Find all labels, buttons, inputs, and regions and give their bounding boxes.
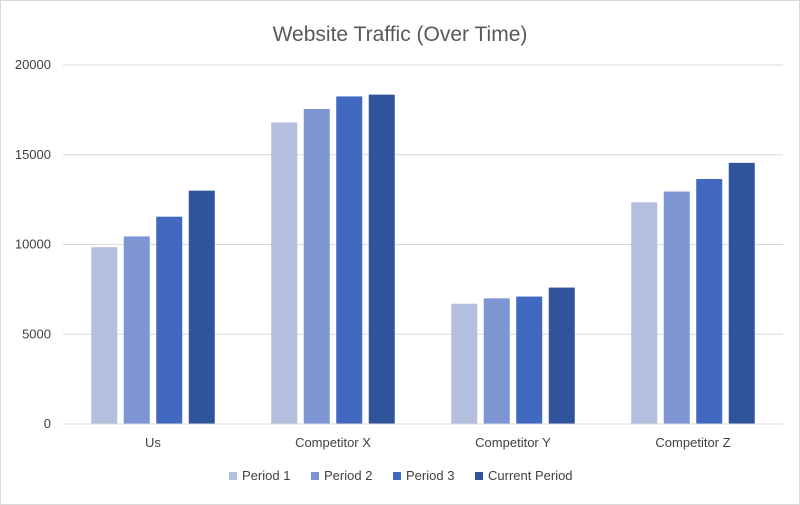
legend: Period 1 Period 2 Period 3 Current Period [229, 468, 573, 483]
legend-label: Period 1 [242, 468, 290, 483]
bar-period-2-competitor-z [663, 191, 690, 424]
legend-swatch [229, 472, 237, 480]
bar-current-period-competitor-x [368, 94, 395, 425]
x-category-label: Competitor Y [475, 435, 551, 450]
legend-label: Period 2 [324, 468, 372, 483]
bar-current-period-competitor-z [728, 162, 755, 424]
bar-period-3-us [156, 216, 183, 424]
bar-current-period-competitor-y [548, 287, 575, 424]
legend-swatch [311, 472, 319, 480]
x-category-label: Competitor Z [655, 435, 730, 450]
y-tick-label: 15000 [15, 147, 51, 162]
bar-period-1-us [91, 247, 118, 424]
bar-current-period-us [188, 190, 215, 424]
bar-period-2-us [123, 236, 150, 424]
y-tick-label: 10000 [15, 237, 51, 252]
y-tick-label: 0 [44, 416, 51, 431]
bar-period-3-competitor-x [336, 96, 363, 424]
bar-period-2-competitor-y [483, 298, 510, 424]
bar-period-2-competitor-x [303, 108, 330, 424]
bar-period-1-competitor-y [451, 303, 478, 424]
bar-period-1-competitor-z [631, 202, 658, 424]
bar-period-3-competitor-y [516, 296, 543, 424]
bar-period-1-competitor-x [271, 122, 298, 424]
y-tick-label: 5000 [22, 326, 51, 341]
x-axis-categories: Us Competitor X Competitor Y Competitor Z [145, 435, 731, 450]
bar-period-3-competitor-z [696, 178, 723, 424]
y-tick-label: 20000 [15, 57, 51, 72]
y-axis-ticks: 0 5000 10000 15000 20000 [15, 57, 51, 431]
gridlines [63, 64, 783, 335]
legend-swatch [475, 472, 483, 480]
x-category-label: Competitor X [295, 435, 371, 450]
x-category-label: Us [145, 435, 161, 450]
bars [91, 94, 755, 425]
legend-label: Period 3 [406, 468, 454, 483]
chart-title: Website Traffic (Over Time) [273, 23, 528, 46]
legend-swatch [393, 472, 401, 480]
legend-label: Current Period [488, 468, 573, 483]
